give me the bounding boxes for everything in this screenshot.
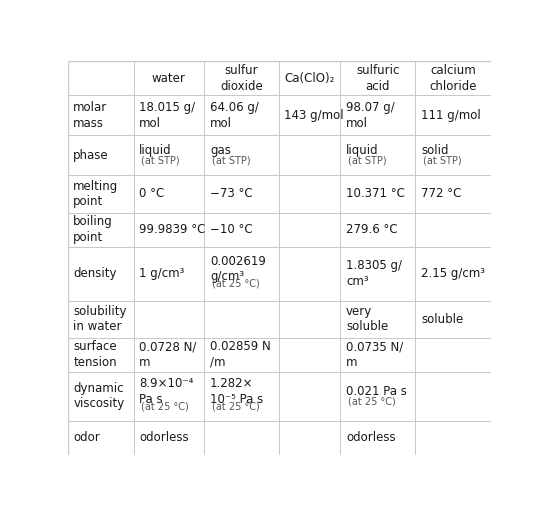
Text: odor: odor <box>74 431 100 444</box>
Text: 10.371 °C: 10.371 °C <box>346 188 405 200</box>
Text: (at STP): (at STP) <box>141 156 179 166</box>
Text: (at 25 °C): (at 25 °C) <box>141 401 189 411</box>
Text: water: water <box>152 72 186 85</box>
Text: (at 25 °C): (at 25 °C) <box>211 278 259 289</box>
Text: 1 g/cm³: 1 g/cm³ <box>140 267 185 280</box>
Text: 772 °C: 772 °C <box>421 188 462 200</box>
Text: phase: phase <box>74 149 109 162</box>
Text: Ca(ClO)₂: Ca(ClO)₂ <box>284 72 335 85</box>
Text: 143 g/mol: 143 g/mol <box>284 109 344 122</box>
Text: molar
mass: molar mass <box>74 101 107 130</box>
Text: very
soluble: very soluble <box>346 305 388 333</box>
Text: 64.06 g/
mol: 64.06 g/ mol <box>210 101 259 130</box>
Text: odorless: odorless <box>140 431 189 444</box>
Text: 111 g/mol: 111 g/mol <box>421 109 481 122</box>
Text: sulfur
dioxide: sulfur dioxide <box>220 64 263 92</box>
Text: 1.282×
10⁻⁵ Pa s: 1.282× 10⁻⁵ Pa s <box>210 377 263 406</box>
Text: 0.0735 N/
m: 0.0735 N/ m <box>346 340 403 369</box>
Text: 0.021 Pa s: 0.021 Pa s <box>346 385 407 398</box>
Text: 0 °C: 0 °C <box>140 188 165 200</box>
Text: (at 25 °C): (at 25 °C) <box>348 397 395 407</box>
Text: soluble: soluble <box>421 313 463 326</box>
Text: (at STP): (at STP) <box>348 156 386 166</box>
Text: calcium
chloride: calcium chloride <box>429 64 477 92</box>
Text: 99.9839 °C: 99.9839 °C <box>140 223 205 236</box>
Text: surface
tension: surface tension <box>74 340 117 369</box>
Text: 98.07 g/
mol: 98.07 g/ mol <box>346 101 395 130</box>
Text: 8.9×10⁻⁴
Pa s: 8.9×10⁻⁴ Pa s <box>140 377 193 406</box>
Text: liquid: liquid <box>346 144 379 157</box>
Text: solid: solid <box>421 144 449 157</box>
Text: boiling
point: boiling point <box>74 215 113 244</box>
Text: 0.002619
g/cm³: 0.002619 g/cm³ <box>210 254 266 283</box>
Text: (at STP): (at STP) <box>423 156 462 166</box>
Text: solubility
in water: solubility in water <box>74 305 127 333</box>
Text: (at STP): (at STP) <box>211 156 250 166</box>
Text: sulfuric
acid: sulfuric acid <box>356 64 399 92</box>
Text: 279.6 °C: 279.6 °C <box>346 223 398 236</box>
Text: odorless: odorless <box>346 431 396 444</box>
Text: melting
point: melting point <box>74 180 119 208</box>
Text: −73 °C: −73 °C <box>210 188 253 200</box>
Text: liquid: liquid <box>140 144 172 157</box>
Text: 1.8305 g/
cm³: 1.8305 g/ cm³ <box>346 259 402 288</box>
Text: (at 25 °C): (at 25 °C) <box>211 401 259 411</box>
Text: dynamic
viscosity: dynamic viscosity <box>74 382 125 410</box>
Text: 18.015 g/
mol: 18.015 g/ mol <box>140 101 196 130</box>
Text: −10 °C: −10 °C <box>210 223 253 236</box>
Text: 0.02859 N
/m: 0.02859 N /m <box>210 340 271 369</box>
Text: gas: gas <box>210 144 231 157</box>
Text: 2.15 g/cm³: 2.15 g/cm³ <box>421 267 485 280</box>
Text: 0.0728 N/
m: 0.0728 N/ m <box>140 340 197 369</box>
Text: density: density <box>74 267 117 280</box>
